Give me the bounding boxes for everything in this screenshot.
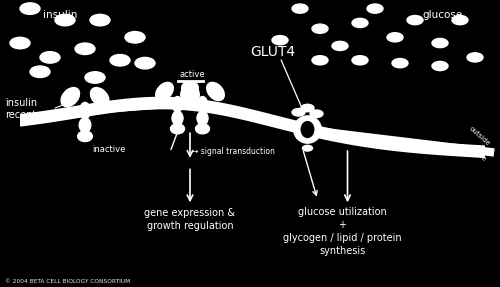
Polygon shape: [20, 97, 485, 158]
Circle shape: [392, 59, 408, 68]
Circle shape: [312, 56, 328, 65]
Circle shape: [272, 36, 288, 45]
Text: gene expression &
growth regulation: gene expression & growth regulation: [144, 208, 236, 231]
Ellipse shape: [182, 82, 200, 100]
Circle shape: [312, 24, 328, 33]
Text: GLUT4: GLUT4: [250, 45, 295, 59]
Ellipse shape: [172, 111, 183, 125]
Circle shape: [432, 61, 448, 71]
Circle shape: [125, 32, 145, 43]
Text: insulin
receptors: insulin receptors: [5, 98, 52, 120]
Circle shape: [367, 4, 383, 13]
Circle shape: [135, 57, 155, 69]
Text: → signal transduction: → signal transduction: [192, 148, 276, 156]
Circle shape: [90, 14, 110, 26]
Ellipse shape: [196, 124, 209, 134]
Circle shape: [40, 52, 60, 63]
Circle shape: [310, 110, 323, 117]
Ellipse shape: [90, 88, 109, 107]
Text: insulin: insulin: [42, 10, 77, 20]
Ellipse shape: [294, 116, 321, 143]
Ellipse shape: [198, 96, 207, 112]
Text: glucose: glucose: [422, 10, 463, 20]
Circle shape: [110, 55, 130, 66]
Ellipse shape: [156, 82, 174, 100]
Circle shape: [352, 18, 368, 28]
Ellipse shape: [80, 102, 90, 119]
Ellipse shape: [301, 122, 314, 137]
Circle shape: [10, 37, 30, 49]
Circle shape: [292, 4, 308, 13]
Circle shape: [75, 43, 95, 55]
Circle shape: [407, 15, 423, 25]
Ellipse shape: [78, 131, 92, 141]
Circle shape: [302, 145, 312, 151]
Circle shape: [452, 15, 468, 25]
Ellipse shape: [180, 82, 198, 100]
Circle shape: [432, 38, 448, 48]
Text: © 2004 BETA CELL BIOLOGY CONSORTIUM: © 2004 BETA CELL BIOLOGY CONSORTIUM: [5, 279, 130, 284]
Circle shape: [30, 66, 50, 77]
Ellipse shape: [206, 82, 224, 100]
Circle shape: [387, 33, 403, 42]
Ellipse shape: [170, 124, 184, 134]
Circle shape: [20, 3, 40, 14]
Circle shape: [55, 14, 75, 26]
Ellipse shape: [197, 111, 208, 125]
Text: outside: outside: [468, 125, 490, 147]
Ellipse shape: [172, 96, 182, 112]
Ellipse shape: [61, 88, 80, 107]
Circle shape: [301, 104, 314, 112]
Circle shape: [332, 41, 348, 51]
Text: inside: inside: [468, 144, 487, 163]
Text: inactive: inactive: [92, 145, 126, 154]
Ellipse shape: [79, 118, 91, 132]
Text: glucose utilization
+
glycogen / lipid / protein
synthesis: glucose utilization + glycogen / lipid /…: [283, 207, 402, 256]
Circle shape: [352, 56, 368, 65]
Circle shape: [292, 108, 305, 116]
Text: active: active: [180, 70, 206, 79]
Circle shape: [467, 53, 483, 62]
Circle shape: [85, 72, 105, 83]
